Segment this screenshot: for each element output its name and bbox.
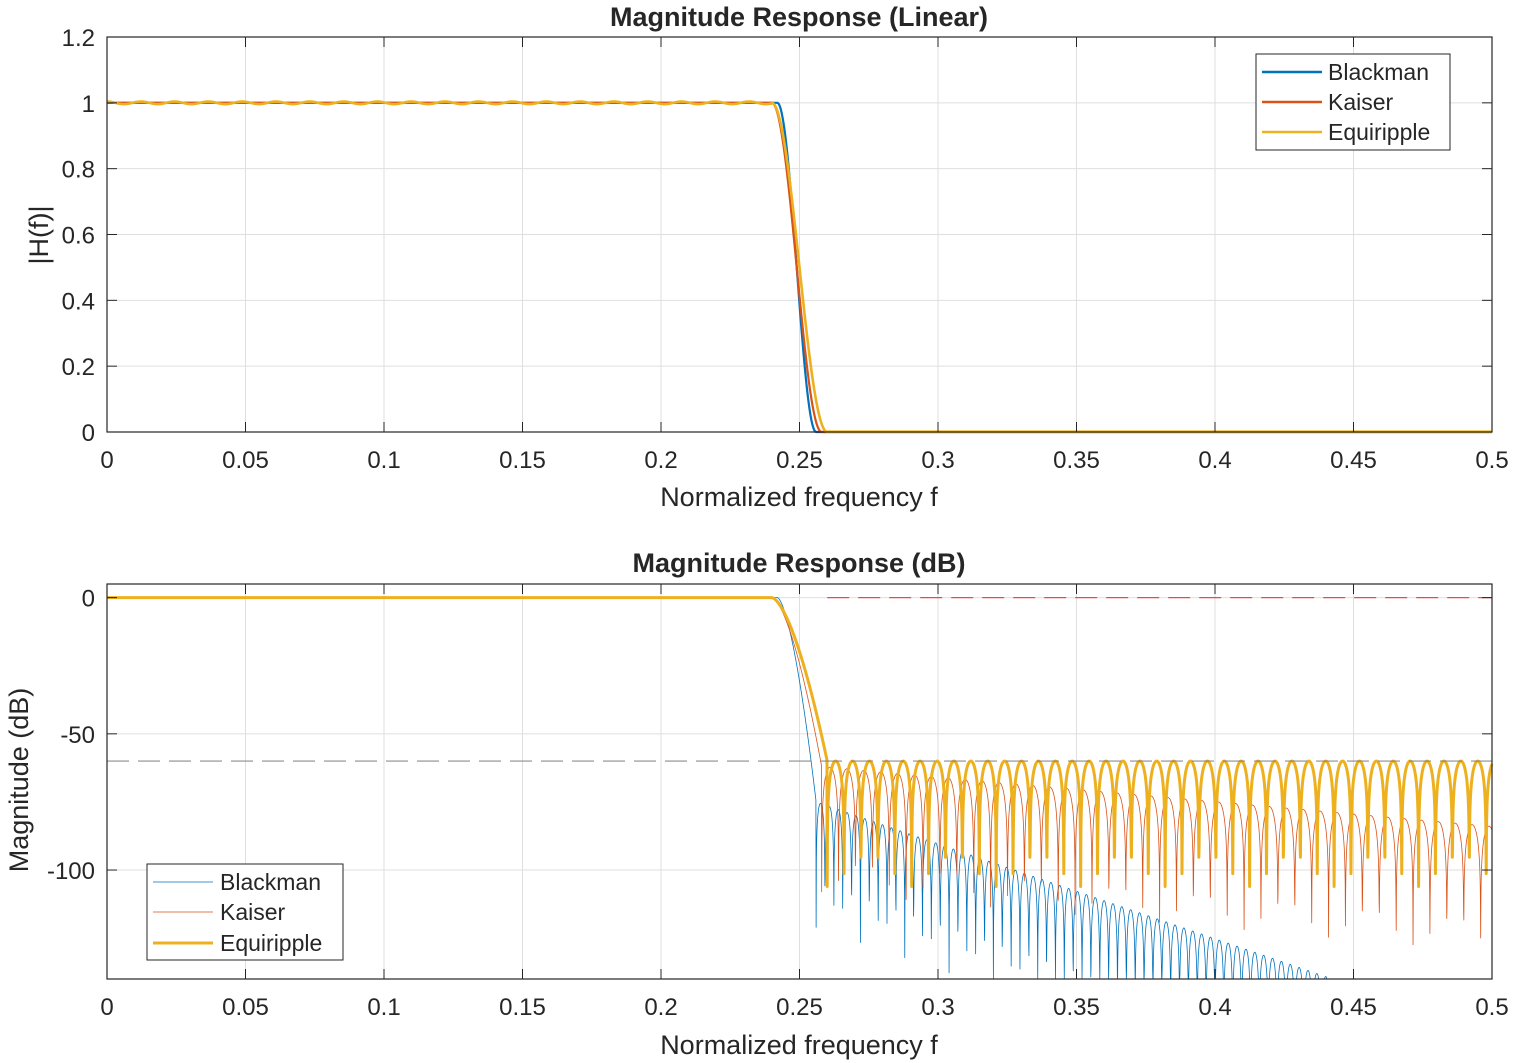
y-tick-label: 0 (82, 586, 95, 613)
x-tick-label: 0.5 (1475, 447, 1508, 474)
y-tick-label: 0.2 (62, 354, 95, 381)
x-tick-label: 0.1 (367, 994, 400, 1021)
x-tick-label: 0.3 (921, 447, 954, 474)
x-tick-label: 0.2 (644, 994, 677, 1021)
tick-marks (106, 36, 1493, 433)
y-tick-label: 0.8 (62, 157, 95, 184)
x-tick-label: 0.05 (222, 994, 269, 1021)
y-tick-label: 1 (82, 91, 95, 118)
y-tick-labels: 0 -50 -100 (47, 586, 95, 885)
reference-lines (107, 597, 1492, 762)
x-tick-label: 0.5 (1475, 994, 1508, 1021)
x-tick-label: 0.25 (776, 447, 823, 474)
y-tick-label: -100 (47, 858, 95, 885)
tick-marks (106, 584, 1493, 979)
x-tick-label: 0.1 (367, 447, 400, 474)
y-tick-label: 0.6 (62, 223, 95, 250)
x-tick-label: 0.3 (921, 994, 954, 1021)
y-axis-label: |H(f)| (24, 205, 54, 264)
legend-label-kaiser: Kaiser (220, 899, 286, 925)
db-magnitude-plot: 0 0.05 0.1 0.15 0.2 0.25 0.3 0.35 0.4 0.45 0.5 0 -5… (4, 548, 1509, 1060)
x-tick-label: 0.4 (1198, 994, 1231, 1021)
x-tick-label: 0.4 (1198, 447, 1231, 474)
x-axis-label: Normalized frequency f (660, 1030, 938, 1060)
x-tick-label: 0.05 (222, 447, 269, 474)
legend-label-blackman: Blackman (220, 869, 321, 895)
chart-title: Magnitude Response (Linear) (610, 2, 988, 32)
linear-magnitude-plot: 0 0.05 0.1 0.15 0.2 0.25 0.3 0.35 0.4 0.45 0.5 0 0.… (24, 2, 1509, 512)
legend-label-kaiser: Kaiser (1328, 89, 1394, 115)
x-tick-label: 0.15 (499, 447, 546, 474)
x-tick-labels: 0 0.05 0.1 0.15 0.2 0.25 0.3 0.35 0.4 0.45 0.5 (100, 447, 1508, 474)
x-tick-label: 0.15 (499, 994, 546, 1021)
x-axis-label: Normalized frequency f (660, 482, 938, 512)
y-tick-label: -50 (60, 722, 95, 749)
x-tick-labels: 0 0.05 0.1 0.15 0.2 0.25 0.3 0.35 0.4 0.45 0.5 (100, 994, 1508, 1021)
y-tick-labels: 0 0.2 0.4 0.6 0.8 1 1.2 (62, 25, 95, 447)
x-tick-label: 0.45 (1330, 447, 1377, 474)
chart-title: Magnitude Response (dB) (632, 548, 965, 578)
x-tick-label: 0.2 (644, 447, 677, 474)
legend-label-blackman: Blackman (1328, 59, 1429, 85)
legend-label-equiripple: Equiripple (1328, 119, 1430, 145)
legend: Blackman Kaiser Equiripple (146, 863, 344, 961)
x-tick-label: 0.35 (1053, 994, 1100, 1021)
x-tick-label: 0 (100, 447, 113, 474)
y-axis-label: Magnitude (dB) (4, 688, 34, 873)
x-tick-label: 0.45 (1330, 994, 1377, 1021)
series-lines (105, 596, 1494, 980)
x-tick-label: 0.35 (1053, 447, 1100, 474)
y-tick-label: 0 (82, 420, 95, 447)
y-tick-label: 0.4 (62, 288, 95, 315)
legend-label-equiripple: Equiripple (220, 930, 322, 956)
legend: Blackman Kaiser Equiripple (1255, 53, 1451, 151)
series-line-equiripple (105, 596, 1494, 888)
y-tick-label: 1.2 (62, 25, 95, 52)
x-tick-label: 0.25 (776, 994, 823, 1021)
x-tick-label: 0 (100, 994, 113, 1021)
